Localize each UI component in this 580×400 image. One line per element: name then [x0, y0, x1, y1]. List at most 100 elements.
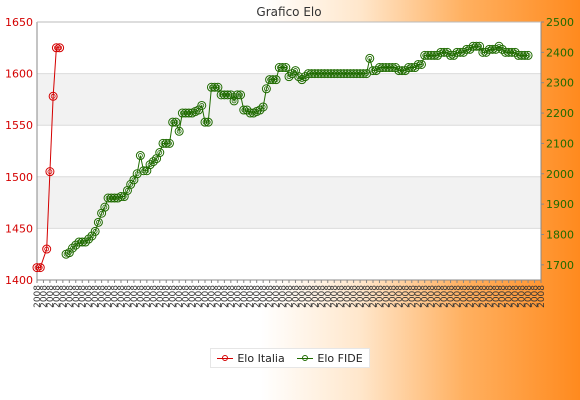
data-point-elo-fide: [494, 41, 504, 51]
x-tick-label: 2008: [427, 285, 437, 308]
data-point-elo-fide: [384, 63, 394, 73]
data-point-inner-elo-fide: [477, 43, 483, 49]
data-point-elo-fide: [281, 63, 291, 73]
left-tick-label: 1550: [5, 119, 33, 132]
data-point-elo-fide: [164, 138, 174, 148]
data-point-elo-fide: [216, 90, 226, 100]
data-point-inner-elo-fide: [238, 92, 243, 98]
data-point-elo-fide: [339, 69, 349, 79]
data-point-elo-fide: [365, 53, 375, 63]
x-tick-label: 2008: [214, 285, 224, 308]
data-point-elo-fide: [236, 90, 246, 100]
data-point-elo-fide: [174, 126, 184, 136]
right-tick-label: 2400: [546, 46, 574, 59]
right-tick-label: 1700: [546, 259, 574, 272]
data-point-inner-elo-italia: [44, 246, 50, 252]
x-tick-label: 2008: [207, 285, 217, 308]
x-tick-label: 2008: [298, 285, 308, 308]
x-tick-label: 2008: [324, 285, 334, 308]
series-line-elo-italia: [37, 47, 60, 269]
x-tick-label: 2008: [337, 285, 347, 308]
data-point-inner-elo-italia: [47, 169, 53, 175]
data-point-elo-fide: [323, 69, 333, 79]
data-point-inner-elo-fide: [393, 65, 399, 70]
x-tick-label: 2008: [233, 285, 243, 308]
x-tick-label: 2008: [311, 285, 321, 308]
data-point-elo-fide: [378, 63, 388, 73]
x-tick-label: 2008: [272, 285, 282, 308]
data-point-elo-fide: [355, 69, 365, 79]
data-point-elo-fide: [274, 63, 284, 73]
x-tick-label: 2008: [46, 285, 56, 308]
x-tick-label: 2008: [39, 285, 49, 308]
x-tick-label: 2008: [98, 285, 108, 308]
data-point-elo-fide: [374, 63, 384, 73]
data-point-elo-fide: [155, 148, 165, 158]
data-point-elo-italia: [35, 263, 45, 273]
data-point-elo-fide: [294, 72, 304, 82]
x-tick-label: 2008: [434, 285, 444, 308]
data-point-elo-fide: [316, 69, 326, 79]
data-point-inner-elo-fide: [70, 245, 75, 251]
right-tick-label: 2000: [546, 168, 574, 181]
data-point-inner-elo-fide: [99, 210, 105, 216]
x-tick-label: 2008: [531, 285, 541, 308]
right-tick-label: 2500: [546, 16, 574, 29]
data-point-elo-fide: [87, 231, 97, 241]
data-point-elo-fide: [232, 90, 242, 100]
chart-title: Grafico Elo: [256, 5, 321, 19]
data-point-elo-fide: [106, 193, 116, 203]
series-line-elo-fide: [65, 45, 529, 255]
data-point-elo-fide: [420, 50, 430, 60]
data-point-inner-elo-fide: [499, 46, 505, 52]
x-tick-label: 2008: [149, 285, 159, 308]
x-tick-label: 2008: [246, 285, 256, 308]
data-point-elo-fide: [349, 69, 359, 79]
x-tick-label: 2008: [220, 285, 230, 308]
data-point-inner-elo-fide: [483, 49, 489, 55]
data-point-elo-fide: [148, 157, 158, 167]
data-point-inner-elo-fide: [467, 46, 473, 52]
x-tick-label: 2008: [447, 285, 457, 308]
data-point-elo-fide: [219, 90, 229, 100]
x-tick-label: 2008: [143, 285, 153, 308]
data-point-elo-italia: [51, 43, 61, 53]
data-point-inner-elo-fide: [144, 168, 150, 174]
x-tick-label: 2008: [52, 285, 62, 308]
x-tick-label: 2008: [395, 285, 405, 308]
plot-area: [37, 22, 541, 280]
x-tick-label: 2008: [421, 285, 431, 308]
data-point-elo-fide: [110, 193, 120, 203]
data-point-inner-elo-fide: [512, 49, 518, 55]
x-tick-label: 2008: [459, 285, 469, 308]
right-tick-label: 2200: [546, 107, 574, 120]
data-point-elo-fide: [342, 69, 352, 79]
data-point-inner-elo-fide: [496, 43, 502, 49]
legend-item-elo-fide: Elo FIDE: [297, 352, 363, 365]
data-point-inner-elo-fide: [157, 150, 163, 155]
data-point-inner-elo-fide: [131, 177, 137, 183]
data-point-elo-fide: [484, 44, 494, 54]
grid-band: [37, 73, 541, 126]
data-point-elo-fide: [103, 193, 113, 203]
x-tick-label: 2008: [136, 285, 146, 308]
x-tick-label: 2008: [253, 285, 263, 308]
data-point-inner-elo-fide: [412, 65, 418, 70]
x-tick-label: 2008: [472, 285, 482, 308]
data-point-elo-fide: [381, 63, 391, 73]
x-tick-label: 2008: [182, 285, 192, 308]
data-point-elo-italia: [45, 167, 55, 177]
left-tick-label: 1600: [5, 68, 33, 81]
data-point-inner-elo-fide: [373, 68, 379, 73]
data-point-elo-fide: [471, 41, 481, 51]
x-tick-label: 2008: [317, 285, 327, 308]
x-tick-label: 2008: [123, 285, 133, 308]
x-tick-label: 2008: [369, 285, 379, 308]
x-tick-label: 2008: [195, 285, 205, 308]
data-point-elo-fide: [206, 82, 216, 92]
data-point-elo-fide: [213, 82, 223, 92]
x-tick-label: 2008: [537, 285, 547, 308]
x-tick-label: 2008: [375, 285, 385, 308]
data-point-inner-elo-italia: [57, 45, 63, 51]
